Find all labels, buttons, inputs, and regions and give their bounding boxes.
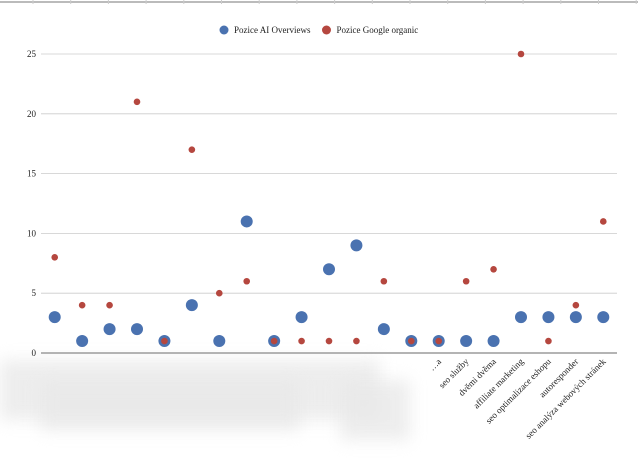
point-google-organic <box>407 337 415 345</box>
point-ai-overviews <box>350 239 363 252</box>
point-ai-overviews <box>323 263 335 276</box>
legend-label: Pozice AI Overviews <box>234 25 311 35</box>
y-tick-label: 25 <box>27 49 37 59</box>
point-ai-overviews <box>542 311 555 324</box>
point-google-organic <box>325 337 333 345</box>
point-google-organic <box>243 277 251 285</box>
point-google-organic <box>545 337 552 345</box>
y-tick-label: 15 <box>27 169 37 179</box>
point-google-organic <box>188 146 196 153</box>
point-ai-overviews <box>487 335 500 348</box>
point-ai-overviews <box>597 311 610 324</box>
point-google-organic <box>380 277 388 285</box>
point-google-organic <box>215 289 223 297</box>
legend-marker <box>219 25 229 35</box>
legend-label: Pozice Google organic <box>336 25 418 35</box>
y-axis-ticks: 0 5 10 15 20 25 <box>27 49 37 358</box>
point-google-organic <box>462 277 470 285</box>
point-google-organic <box>78 301 86 309</box>
gridlines <box>41 53 617 354</box>
point-google-organic <box>490 265 497 273</box>
legend-marker <box>321 25 331 35</box>
point-ai-overviews <box>185 299 198 312</box>
blurred-labels-area <box>340 380 410 440</box>
point-google-organic <box>435 337 443 345</box>
point-google-organic <box>298 337 305 345</box>
x-tick-label: …a <box>427 356 443 372</box>
point-ai-overviews <box>377 323 390 336</box>
y-tick-label: 20 <box>27 109 37 119</box>
point-google-organic <box>161 337 168 345</box>
data-points <box>48 50 610 348</box>
point-google-organic <box>133 98 141 106</box>
point-google-organic <box>599 218 607 225</box>
point-ai-overviews <box>213 335 226 348</box>
point-ai-overviews <box>48 311 61 324</box>
y-tick-label: 0 <box>32 348 37 358</box>
point-google-organic <box>517 50 525 58</box>
point-ai-overviews <box>515 311 527 324</box>
legend: Pozice AI Overviews Pozice Google organic <box>219 25 418 35</box>
point-ai-overviews <box>569 311 582 324</box>
y-tick-label: 10 <box>27 228 37 238</box>
point-ai-overviews <box>103 323 116 336</box>
point-ai-overviews <box>131 323 143 336</box>
point-google-organic <box>270 337 278 345</box>
spreadsheet-grid-top <box>0 0 638 4</box>
point-google-organic <box>106 301 113 309</box>
point-google-organic <box>353 337 360 345</box>
point-ai-overviews <box>460 335 473 348</box>
point-google-organic <box>51 254 59 261</box>
point-ai-overviews <box>240 215 253 228</box>
blurred-labels-area <box>40 380 300 430</box>
y-tick-label: 5 <box>32 288 37 298</box>
point-ai-overviews <box>76 335 89 348</box>
point-google-organic <box>572 301 580 309</box>
point-ai-overviews <box>295 311 308 324</box>
